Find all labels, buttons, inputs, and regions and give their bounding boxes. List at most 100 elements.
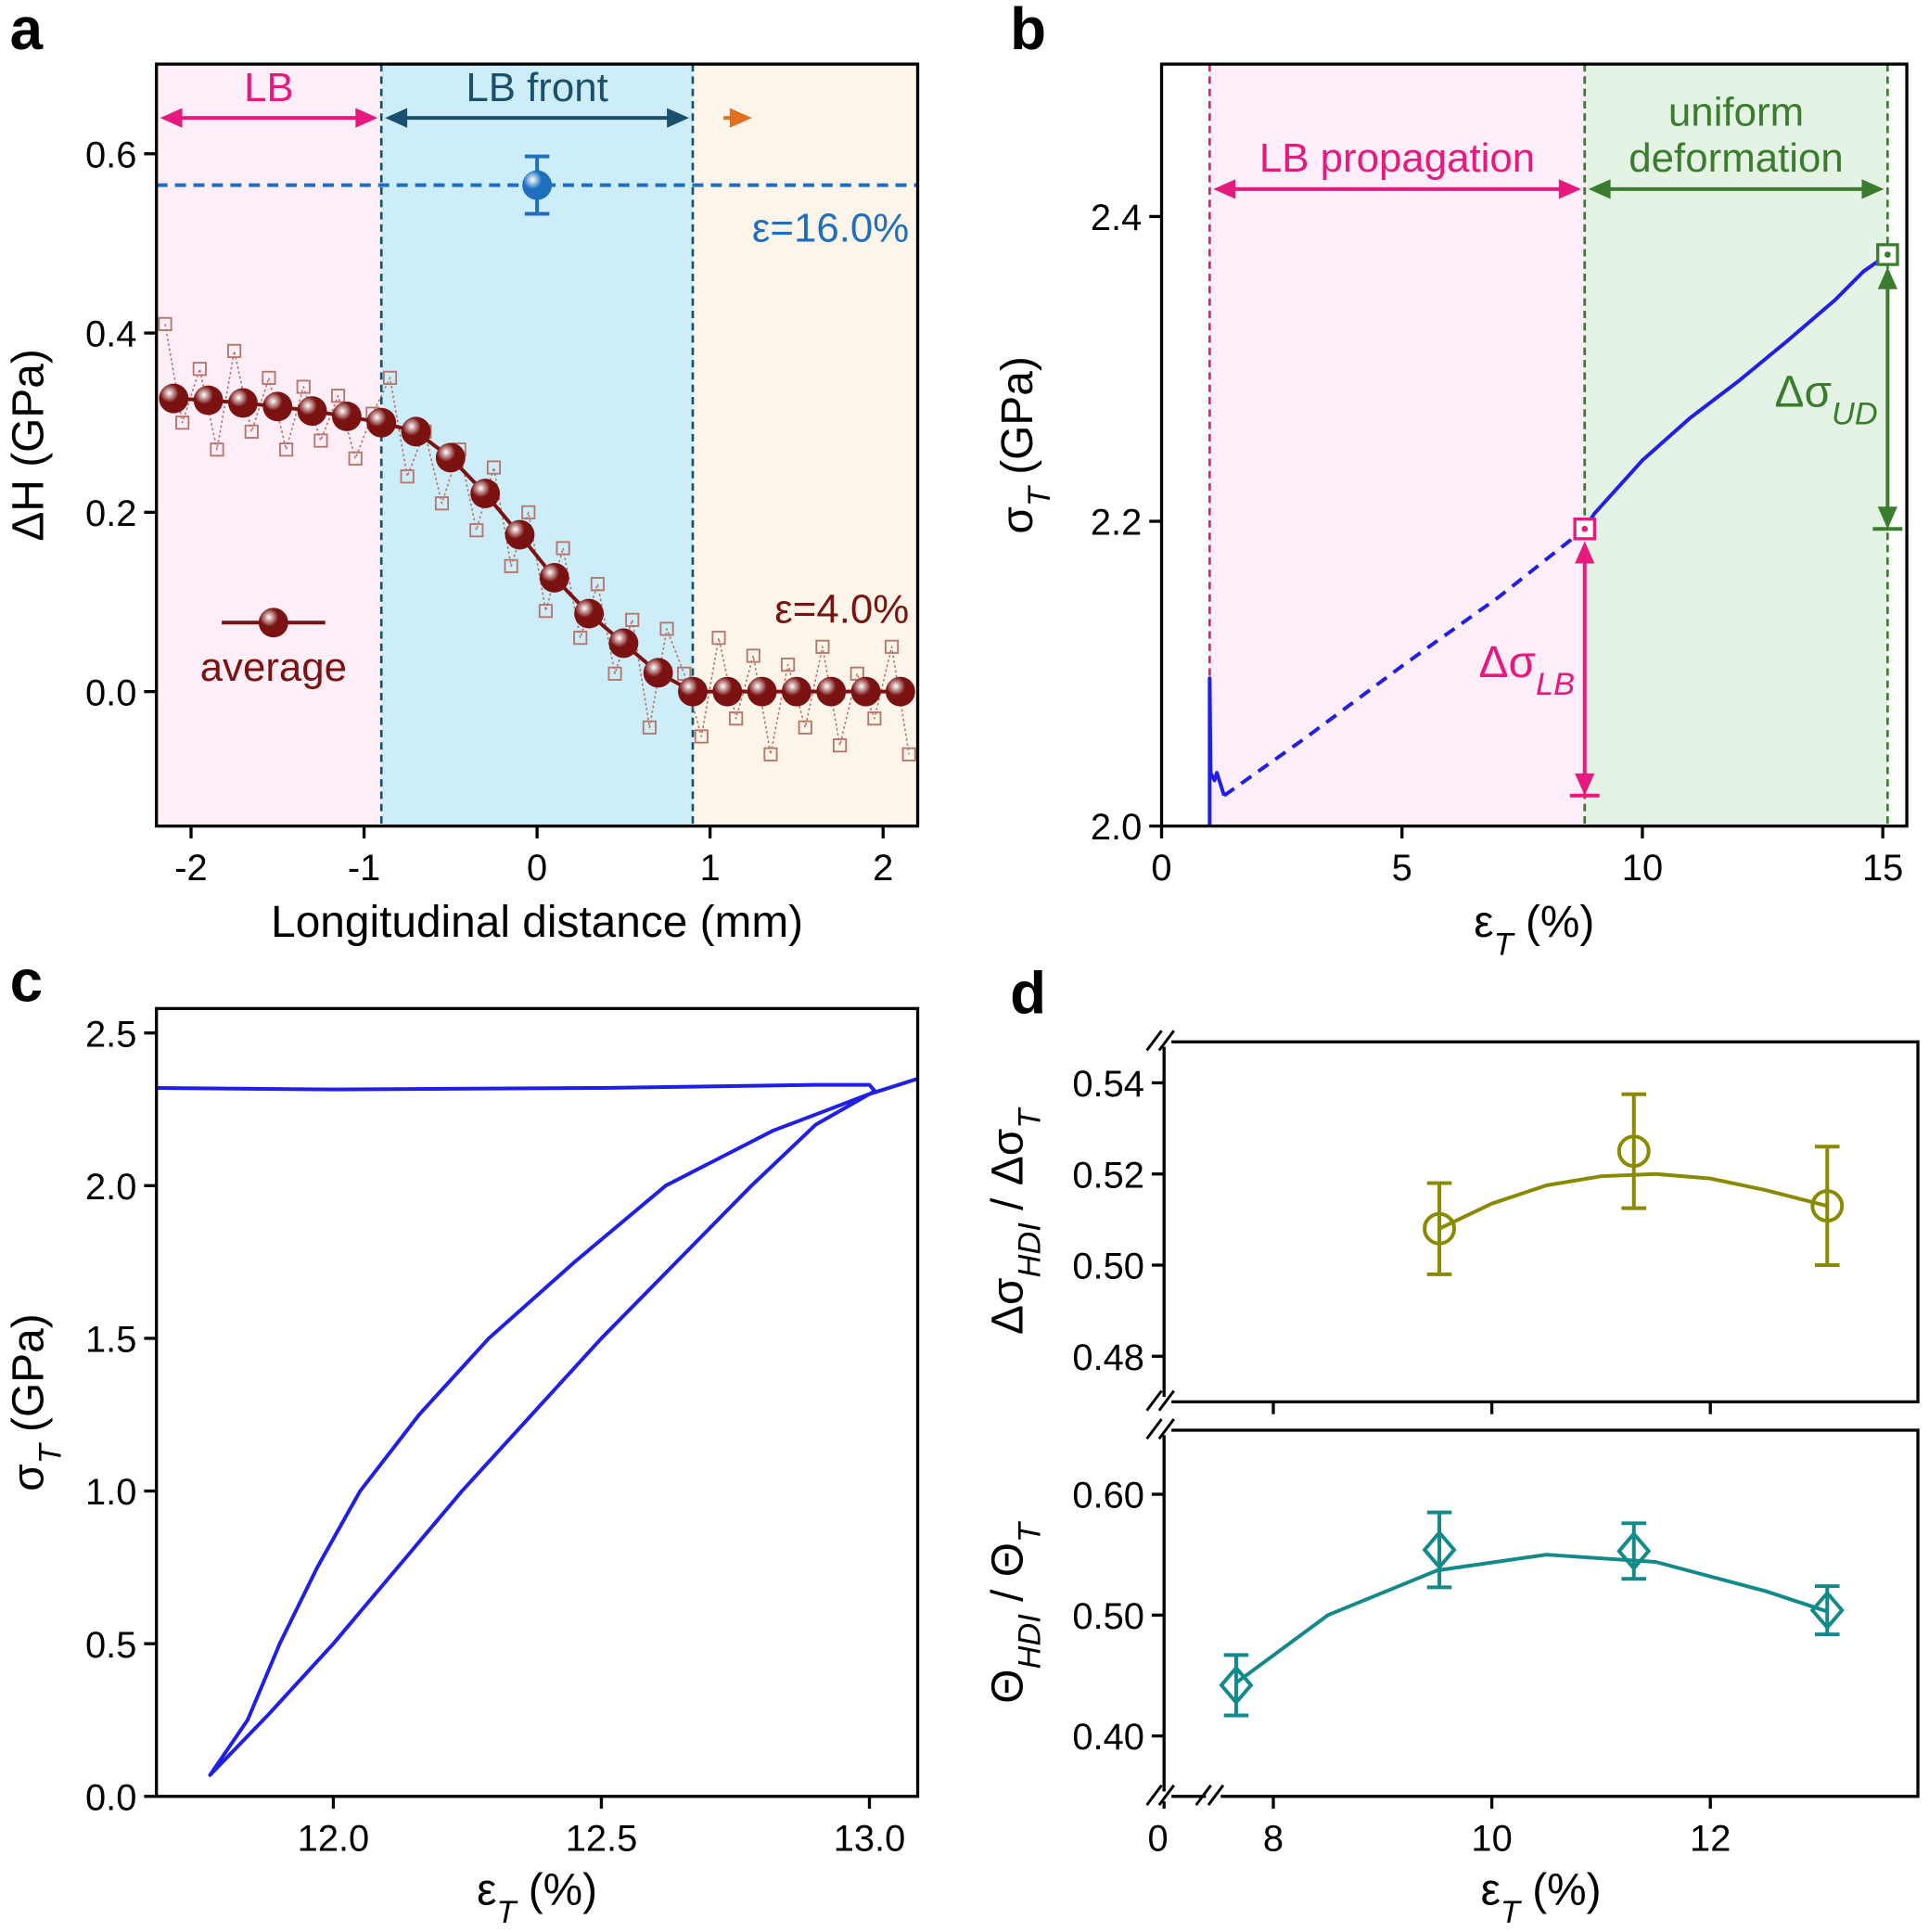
- marker: [607, 666, 622, 681]
- error-bar: [1814, 1145, 1840, 1267]
- y-tick-label: 0.54: [1072, 1064, 1144, 1105]
- x-tick-label: 12.0: [298, 1818, 370, 1859]
- marker: [833, 738, 848, 753]
- region-label: LB front: [466, 63, 608, 109]
- y-tick-label: 0.4: [85, 314, 136, 355]
- marker: [193, 385, 224, 416]
- marker: [504, 558, 518, 573]
- marker: [262, 391, 293, 422]
- marker: [192, 362, 207, 377]
- x-tick-label: -1: [348, 848, 380, 889]
- x-axis-label-part: (%): [1514, 898, 1595, 947]
- delta-label-part: LB: [1536, 667, 1575, 702]
- plot-frame: [1162, 1040, 1920, 1404]
- series-line: [1438, 1171, 1828, 1231]
- region: [1209, 64, 1585, 826]
- y-tick-label: 2.0: [1091, 807, 1142, 848]
- marker: [625, 612, 640, 627]
- marker: [556, 541, 570, 556]
- region-label-wrap: LB propagation: [1213, 51, 1580, 182]
- marker: [694, 729, 709, 744]
- axis-break: [1145, 1418, 1175, 1440]
- y-axis-label-part: T: [1022, 484, 1057, 506]
- marker: [158, 316, 172, 331]
- x-axis-label: εT (%): [1474, 898, 1594, 962]
- marker: [434, 496, 450, 511]
- marker: [522, 170, 553, 200]
- marker: [382, 370, 398, 385]
- marker: [573, 631, 588, 646]
- annotation: ε=16.0%: [752, 206, 909, 251]
- region: [156, 64, 382, 826]
- delta-label-part: UD: [1832, 396, 1878, 431]
- plot-frame: [155, 1006, 920, 1798]
- x-tick-label: 0: [1147, 1818, 1168, 1859]
- error-bar: [1426, 1510, 1452, 1590]
- x-tick-label: 10: [1622, 848, 1663, 889]
- marker: [401, 416, 431, 447]
- y-tick-label: 0.60: [1072, 1476, 1144, 1516]
- marker: [210, 442, 224, 457]
- x-tick-label: 12.5: [566, 1818, 638, 1859]
- marker: [244, 424, 259, 439]
- marker: [678, 676, 708, 707]
- y-axis-label-part: Δσ: [983, 1277, 1032, 1334]
- x-tick-label: 5: [1392, 848, 1412, 889]
- arrowhead: [355, 108, 378, 128]
- marker: [486, 460, 502, 475]
- region-label: uniform deformation: [1629, 89, 1844, 181]
- marker: [782, 676, 811, 707]
- marker: [867, 711, 882, 726]
- marker: [712, 676, 743, 707]
- x-tick-label: 2: [873, 848, 893, 889]
- marker: [643, 658, 673, 688]
- region-label-box: LB front: [385, 0, 689, 110]
- arrowhead: [160, 108, 183, 128]
- marker: [1423, 1211, 1456, 1246]
- x-tick-label: 15: [1862, 848, 1903, 889]
- region-label-wrap: uniform deformation: [1589, 51, 1884, 182]
- marker: [642, 720, 657, 735]
- region-label-wrap: LB front: [385, 0, 689, 110]
- x-tick-label: 13.0: [834, 1818, 906, 1859]
- marker: [297, 396, 327, 427]
- x-tick-label: 1: [700, 848, 721, 889]
- y-axis-label-part: σ: [993, 506, 1042, 534]
- region: [1584, 64, 1888, 826]
- delta-label: ΔσUD: [1775, 367, 1878, 431]
- axis-break: [1145, 1389, 1175, 1412]
- panel-label: d: [1010, 960, 1046, 1027]
- region-label-box: uniform deformation: [1589, 51, 1884, 182]
- y-tick-label: 2.5: [85, 1014, 136, 1055]
- marker: [901, 747, 916, 761]
- series-line: [164, 324, 910, 756]
- x-axis-label-part: T: [1494, 927, 1516, 962]
- marker: [1809, 1590, 1845, 1631]
- plot-frame: [1159, 62, 1909, 828]
- marker: [781, 658, 796, 672]
- plot-frame: [1162, 1428, 1920, 1798]
- arrowhead: [385, 108, 408, 128]
- arrowhead: [1575, 773, 1595, 796]
- marker: [659, 621, 674, 636]
- axis-break: [1194, 1784, 1225, 1806]
- marker: [435, 442, 466, 473]
- marker: [521, 505, 536, 519]
- region-label-wrap: LB: [160, 0, 378, 110]
- marker: [538, 604, 554, 619]
- marker: [228, 388, 258, 418]
- marker: [470, 479, 501, 509]
- legend-marker: [258, 608, 288, 638]
- y-tick-label: 0.50: [1072, 1596, 1144, 1637]
- x-axis-label-part: T: [1501, 1895, 1523, 1930]
- series-line: [1583, 252, 1889, 531]
- y-tick-label: 0.52: [1072, 1155, 1144, 1196]
- arrowhead: [1877, 506, 1897, 530]
- marker: [1616, 1134, 1651, 1169]
- delta-label-part: Δσ: [1479, 638, 1536, 687]
- x-tick-label: 0: [527, 848, 547, 889]
- panel-label: c: [10, 947, 43, 1014]
- y-tick-label: 0.6: [85, 134, 136, 175]
- delta-label-part: Δσ: [1775, 367, 1832, 416]
